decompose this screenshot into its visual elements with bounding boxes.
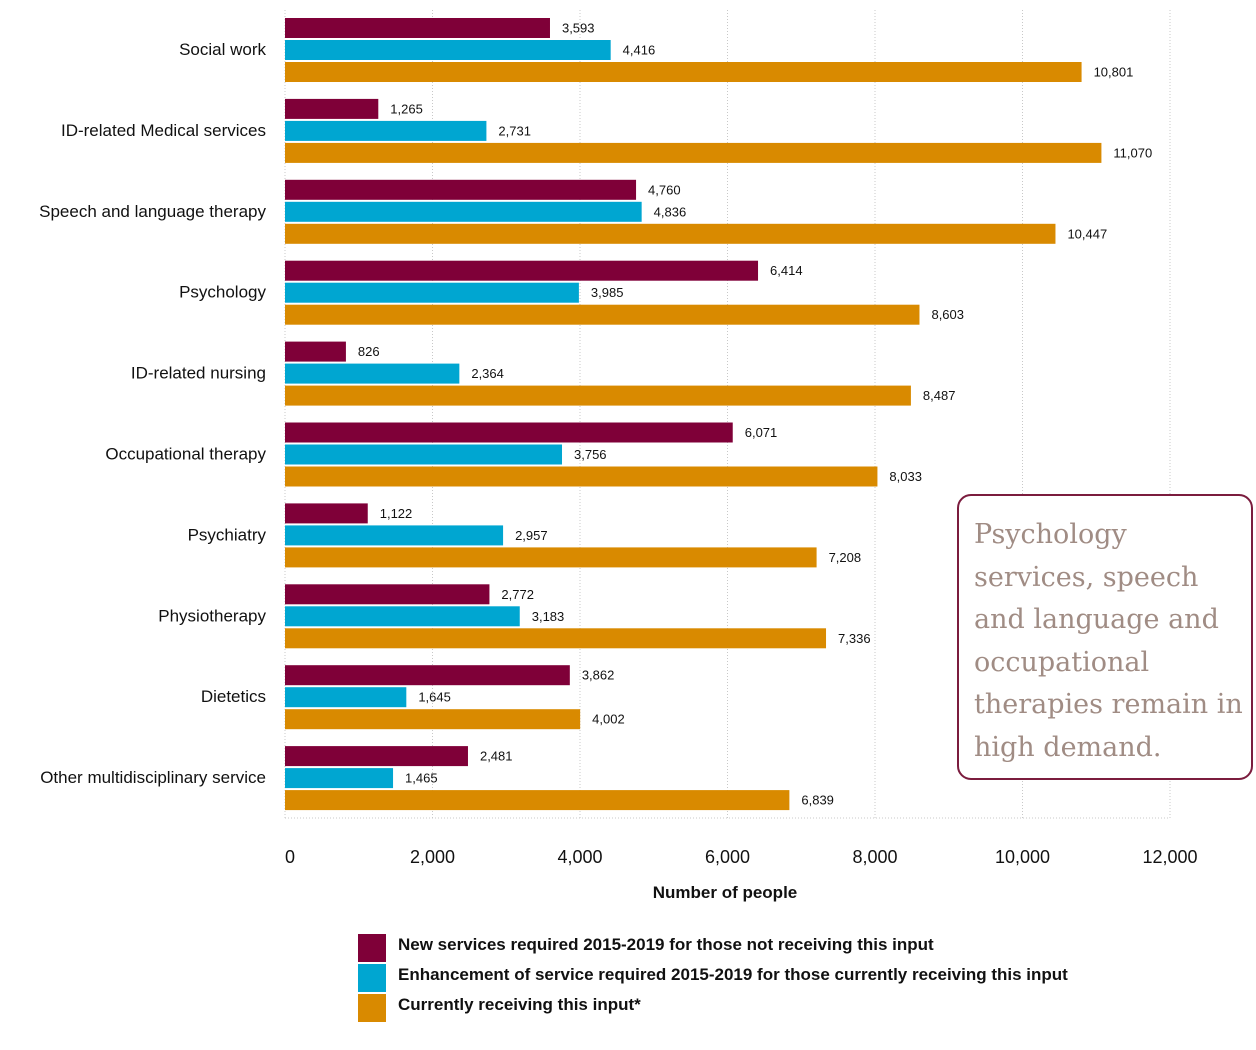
value-label-psychiatry-currently-receiving: 7,208	[829, 550, 862, 565]
value-label-dietetics-enhancement: 1,645	[418, 690, 451, 705]
category-label-id-related-medical-services: ID-related Medical services	[61, 121, 266, 140]
bar-physiotherapy-currently-receiving	[285, 628, 827, 649]
bar-speech-and-language-therapy-currently-receiving	[285, 223, 1056, 244]
bar-psychology-currently-receiving	[285, 304, 920, 325]
x-tick-label-3: 6,000	[705, 847, 750, 867]
category-label-speech-and-language-therapy: Speech and language therapy	[39, 202, 266, 221]
value-label-psychology-currently-receiving: 8,603	[931, 307, 964, 322]
bar-physiotherapy-new-services	[285, 584, 490, 605]
bar-occupational-therapy-new-services	[285, 422, 733, 443]
value-label-other-multidisciplinary-service-currently-receiving: 6,839	[801, 793, 834, 808]
value-label-speech-and-language-therapy-new-services: 4,760	[648, 182, 681, 197]
category-label-psychiatry: Psychiatry	[188, 525, 267, 544]
value-label-speech-and-language-therapy-currently-receiving: 10,447	[1067, 226, 1107, 241]
bar-dietetics-enhancement	[285, 687, 407, 708]
bar-dietetics-currently-receiving	[285, 709, 581, 730]
x-axis-title: Number of people	[653, 883, 798, 902]
data-labels: 3,593 4,416 10,801 1,265 2,731 11,070 4,760 4,8…	[358, 21, 1152, 808]
value-label-id-related-nursing-enhancement: 2,364	[471, 366, 504, 381]
bar-physiotherapy-enhancement	[285, 606, 520, 627]
bar-psychology-new-services	[285, 260, 759, 281]
value-label-occupational-therapy-new-services: 6,071	[745, 425, 778, 440]
category-label-physiotherapy: Physiotherapy	[158, 606, 266, 625]
value-label-social-work-new-services: 3,593	[562, 21, 595, 36]
bar-dietetics-new-services	[285, 665, 570, 686]
value-label-physiotherapy-new-services: 2,772	[501, 587, 534, 602]
x-tick-label-1: 2,000	[410, 847, 455, 867]
value-label-social-work-currently-receiving: 10,801	[1094, 65, 1134, 80]
x-tick-label-5: 10,000	[995, 847, 1050, 867]
category-label-occupational-therapy: Occupational therapy	[105, 445, 266, 464]
x-tick-label-2: 4,000	[557, 847, 602, 867]
value-label-speech-and-language-therapy-enhancement: 4,836	[654, 204, 687, 219]
bar-occupational-therapy-enhancement	[285, 444, 563, 465]
legend-item-new-services: New services required 2015-2019 for thos…	[358, 934, 1118, 962]
value-label-social-work-enhancement: 4,416	[623, 43, 656, 58]
callout-text: Psychology services, speech and language…	[974, 519, 1243, 763]
bar-chart: 3,593 4,416 10,801 1,265 2,731 11,070 4,760 4,8…	[39, 10, 1198, 902]
x-tick-label-6: 12,000	[1142, 847, 1197, 867]
bar-id-related-medical-services-enhancement	[285, 120, 487, 141]
value-label-psychology-new-services: 6,414	[770, 263, 803, 278]
callout-box: Psychology services, speech and language…	[957, 494, 1253, 780]
legend-label-currently-receiving: Currently receiving this input*	[398, 995, 641, 1014]
legend-swatch-currently-receiving	[358, 994, 386, 1022]
x-tick-label-0: 0	[285, 847, 295, 867]
value-label-physiotherapy-enhancement: 3,183	[532, 609, 565, 624]
value-label-id-related-nursing-currently-receiving: 8,487	[923, 388, 956, 403]
x-tick-labels: 0 2,000 4,000 6,000 8,000 10,000 12,000	[285, 847, 1198, 867]
legend-label-enhancement: Enhancement of service required 2015-201…	[398, 965, 1068, 984]
value-label-id-related-medical-services-currently-receiving: 11,070	[1113, 145, 1152, 160]
bar-psychiatry-new-services	[285, 503, 368, 524]
bar-id-related-medical-services-new-services	[285, 98, 379, 119]
bar-id-related-nursing-enhancement	[285, 363, 460, 384]
category-label-psychology: Psychology	[179, 283, 266, 302]
bar-social-work-enhancement	[285, 40, 611, 60]
bar-other-multidisciplinary-service-enhancement	[285, 768, 394, 789]
bar-other-multidisciplinary-service-new-services	[285, 746, 468, 767]
legend-item-enhancement: Enhancement of service required 2015-201…	[358, 964, 1118, 992]
bar-id-related-medical-services-currently-receiving	[285, 142, 1102, 163]
value-label-occupational-therapy-currently-receiving: 8,033	[889, 469, 922, 484]
value-label-id-related-medical-services-enhancement: 2,731	[498, 123, 531, 138]
bar-other-multidisciplinary-service-currently-receiving	[285, 790, 790, 811]
legend-item-currently-receiving: Currently receiving this input*	[358, 994, 1118, 1022]
value-label-dietetics-currently-receiving: 4,002	[592, 712, 625, 727]
bar-speech-and-language-therapy-new-services	[285, 179, 637, 200]
bars	[285, 18, 1102, 811]
legend: New services required 2015-2019 for thos…	[358, 934, 1118, 1024]
legend-swatch-new-services	[358, 934, 386, 962]
gridlines	[284, 10, 1171, 819]
bar-id-related-nursing-new-services	[285, 341, 346, 362]
value-label-psychiatry-enhancement: 2,957	[515, 528, 548, 543]
legend-swatch-enhancement	[358, 964, 386, 992]
bar-social-work-currently-receiving	[285, 62, 1082, 82]
legend-label-new-services: New services required 2015-2019 for thos…	[398, 935, 934, 954]
value-label-id-related-nursing-new-services: 826	[358, 344, 380, 359]
value-label-psychology-enhancement: 3,985	[591, 285, 624, 300]
bar-social-work-new-services	[285, 18, 550, 38]
bar-psychiatry-enhancement	[285, 525, 504, 546]
category-label-id-related-nursing: ID-related nursing	[131, 364, 266, 383]
value-label-id-related-medical-services-new-services: 1,265	[390, 101, 423, 116]
bar-occupational-therapy-currently-receiving	[285, 466, 878, 487]
x-tick-label-4: 8,000	[852, 847, 897, 867]
category-label-dietetics: Dietetics	[201, 687, 266, 706]
value-label-physiotherapy-currently-receiving: 7,336	[838, 631, 871, 646]
category-label-other-multidisciplinary-service: Other multidisciplinary service	[40, 768, 266, 787]
bar-psychiatry-currently-receiving	[285, 547, 817, 568]
bar-id-related-nursing-currently-receiving	[285, 385, 911, 406]
category-label-social-work: Social work	[179, 40, 266, 59]
value-label-occupational-therapy-enhancement: 3,756	[574, 447, 607, 462]
category-labels: Social work ID-related Medical services Sp…	[39, 40, 266, 787]
bar-psychology-enhancement	[285, 282, 579, 303]
value-label-dietetics-new-services: 3,862	[582, 668, 615, 683]
value-label-other-multidisciplinary-service-new-services: 2,481	[480, 749, 513, 764]
bar-speech-and-language-therapy-enhancement	[285, 201, 642, 222]
value-label-other-multidisciplinary-service-enhancement: 1,465	[405, 771, 438, 786]
value-label-psychiatry-new-services: 1,122	[380, 506, 413, 521]
